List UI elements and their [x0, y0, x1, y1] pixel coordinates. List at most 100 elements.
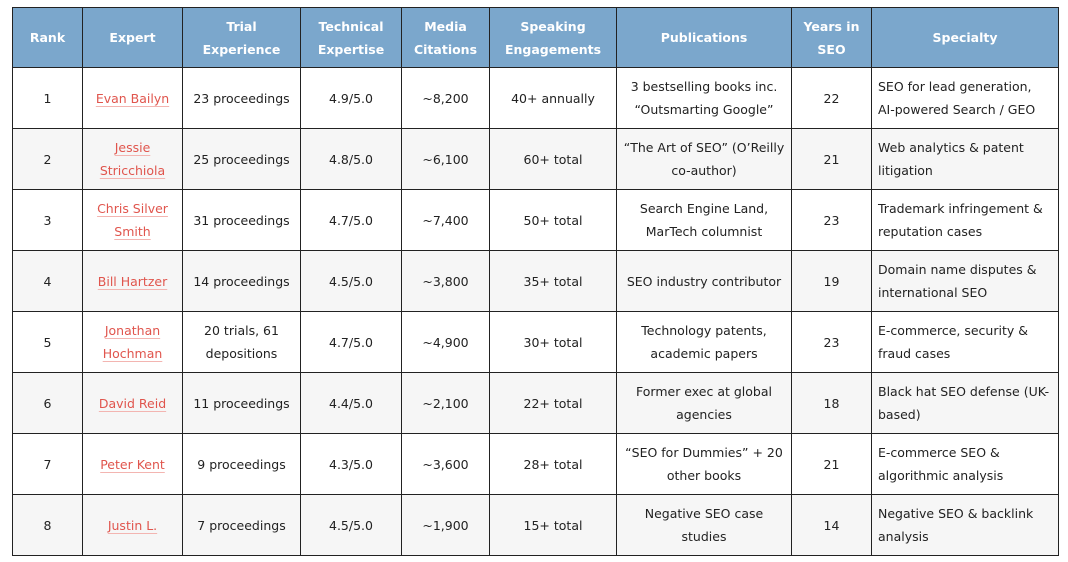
- expert-link[interactable]: Peter Kent: [100, 456, 165, 472]
- cell: 4.9/5.0: [300, 67, 402, 129]
- cell: Negative SEO & backlink analysis: [871, 494, 1059, 556]
- expert-link[interactable]: Justin L.: [107, 517, 158, 533]
- cell: Justin L.: [82, 494, 183, 556]
- cell: 50+ total: [489, 189, 617, 251]
- cell: “SEO for Dummies” + 20 other books: [616, 433, 792, 495]
- cell: Former exec at global agencies: [616, 372, 792, 434]
- cell: 23: [791, 311, 872, 373]
- expert-link[interactable]: David Reid: [98, 395, 167, 411]
- cell: Black hat SEO defense (UK-based): [871, 372, 1059, 434]
- column-header: Publications: [616, 7, 792, 68]
- cell: 15+ total: [489, 494, 617, 556]
- cell: 6: [12, 372, 83, 434]
- column-header: Trial Experience: [182, 7, 301, 68]
- cell: Bill Hartzer: [82, 250, 183, 312]
- cell: 60+ total: [489, 128, 617, 190]
- cell: 18: [791, 372, 872, 434]
- cell: Trademark infringement & reputation case…: [871, 189, 1059, 251]
- cell: SEO industry contributor: [616, 250, 792, 312]
- cell: E-commerce, security & fraud cases: [871, 311, 1059, 373]
- cell: 30+ total: [489, 311, 617, 373]
- cell: ~8,200: [401, 67, 490, 129]
- cell: SEO for lead generation, AI-powered Sear…: [871, 67, 1059, 129]
- cell: 4.4/5.0: [300, 372, 402, 434]
- column-header: Technical Expertise: [300, 7, 402, 68]
- cell: ~7,400: [401, 189, 490, 251]
- table-row: 3 Chris Silver Smith 31 proceedings 4.7/5.0…: [12, 189, 1059, 251]
- cell: 11 proceedings: [182, 372, 301, 434]
- table-row: 6 David Reid 11 proceedings 4.4/5.0 ~2,100 22…: [12, 372, 1059, 434]
- cell: ~2,100: [401, 372, 490, 434]
- cell: 14 proceedings: [182, 250, 301, 312]
- cell: ~6,100: [401, 128, 490, 190]
- cell: 8: [12, 494, 83, 556]
- cell: 4.7/5.0: [300, 189, 402, 251]
- column-header: Media Citations: [401, 7, 490, 68]
- cell: Jonathan Hochman: [82, 311, 183, 373]
- table-row: 4 Bill Hartzer 14 proceedings 4.5/5.0 ~3,800…: [12, 250, 1059, 312]
- cell: 4.8/5.0: [300, 128, 402, 190]
- table-body: 1 Evan Bailyn 23 proceedings 4.9/5.0 ~8,200 4…: [12, 67, 1059, 556]
- header-row: Rank Expert Trial Experience Technical Expe…: [12, 7, 1059, 68]
- cell: Peter Kent: [82, 433, 183, 495]
- table-row: 8 Justin L. 7 proceedings 4.5/5.0 ~1,900 15+ …: [12, 494, 1059, 556]
- cell: 4.7/5.0: [300, 311, 402, 373]
- expert-link[interactable]: Jonathan Hochman: [102, 323, 163, 361]
- cell: 23: [791, 189, 872, 251]
- expert-link[interactable]: Evan Bailyn: [95, 90, 170, 106]
- cell: Technology patents, academic papers: [616, 311, 792, 373]
- column-header: Expert: [82, 7, 183, 68]
- expert-link[interactable]: Bill Hartzer: [97, 273, 168, 289]
- cell: Web analytics & patent litigation: [871, 128, 1059, 190]
- cell: E-commerce SEO & algorithmic analysis: [871, 433, 1059, 495]
- column-header: Specialty: [871, 7, 1059, 68]
- column-header: Years in SEO: [791, 7, 872, 68]
- table-row: 7 Peter Kent 9 proceedings 4.3/5.0 ~3,600 28+…: [12, 433, 1059, 495]
- column-header: Rank: [12, 7, 83, 68]
- table-header: Rank Expert Trial Experience Technical Expe…: [12, 7, 1059, 68]
- cell: 7: [12, 433, 83, 495]
- cell: 3 bestselling books inc. “Outsmarting Go…: [616, 67, 792, 129]
- cell: Chris Silver Smith: [82, 189, 183, 251]
- cell: David Reid: [82, 372, 183, 434]
- cell: 4.5/5.0: [300, 494, 402, 556]
- cell: 19: [791, 250, 872, 312]
- cell: 21: [791, 128, 872, 190]
- cell: 2: [12, 128, 83, 190]
- cell: 23 proceedings: [182, 67, 301, 129]
- cell: 25 proceedings: [182, 128, 301, 190]
- cell: 4.5/5.0: [300, 250, 402, 312]
- cell: 4.3/5.0: [300, 433, 402, 495]
- cell: ~3,600: [401, 433, 490, 495]
- cell: 35+ total: [489, 250, 617, 312]
- table-row: 5 Jonathan Hochman 20 trials, 61 depositio…: [12, 311, 1059, 373]
- cell: Search Engine Land, MarTech columnist: [616, 189, 792, 251]
- cell: 21: [791, 433, 872, 495]
- cell: 5: [12, 311, 83, 373]
- cell: 4: [12, 250, 83, 312]
- experts-table: Rank Expert Trial Experience Technical Expe…: [12, 7, 1059, 556]
- cell: 31 proceedings: [182, 189, 301, 251]
- cell: ~1,900: [401, 494, 490, 556]
- expert-link[interactable]: Chris Silver Smith: [97, 201, 168, 239]
- cell: 14: [791, 494, 872, 556]
- column-header: Speaking Engagements: [489, 7, 617, 68]
- cell: ~4,900: [401, 311, 490, 373]
- cell: Negative SEO case studies: [616, 494, 792, 556]
- cell: 20 trials, 61 depositions: [182, 311, 301, 373]
- cell: 1: [12, 67, 83, 129]
- expert-link[interactable]: Jessie Stricchiola: [99, 140, 166, 178]
- cell: 40+ annually: [489, 67, 617, 129]
- cell: “The Art of SEO” (O’Reilly co-author): [616, 128, 792, 190]
- cell: Jessie Stricchiola: [82, 128, 183, 190]
- cell: 22+ total: [489, 372, 617, 434]
- table-row: 1 Evan Bailyn 23 proceedings 4.9/5.0 ~8,200 4…: [12, 67, 1059, 129]
- cell: 9 proceedings: [182, 433, 301, 495]
- cell: 3: [12, 189, 83, 251]
- cell: 7 proceedings: [182, 494, 301, 556]
- cell: Domain name disputes & international SEO: [871, 250, 1059, 312]
- cell: Evan Bailyn: [82, 67, 183, 129]
- cell: ~3,800: [401, 250, 490, 312]
- table-row: 2 Jessie Stricchiola 25 proceedings 4.8/5.0…: [12, 128, 1059, 190]
